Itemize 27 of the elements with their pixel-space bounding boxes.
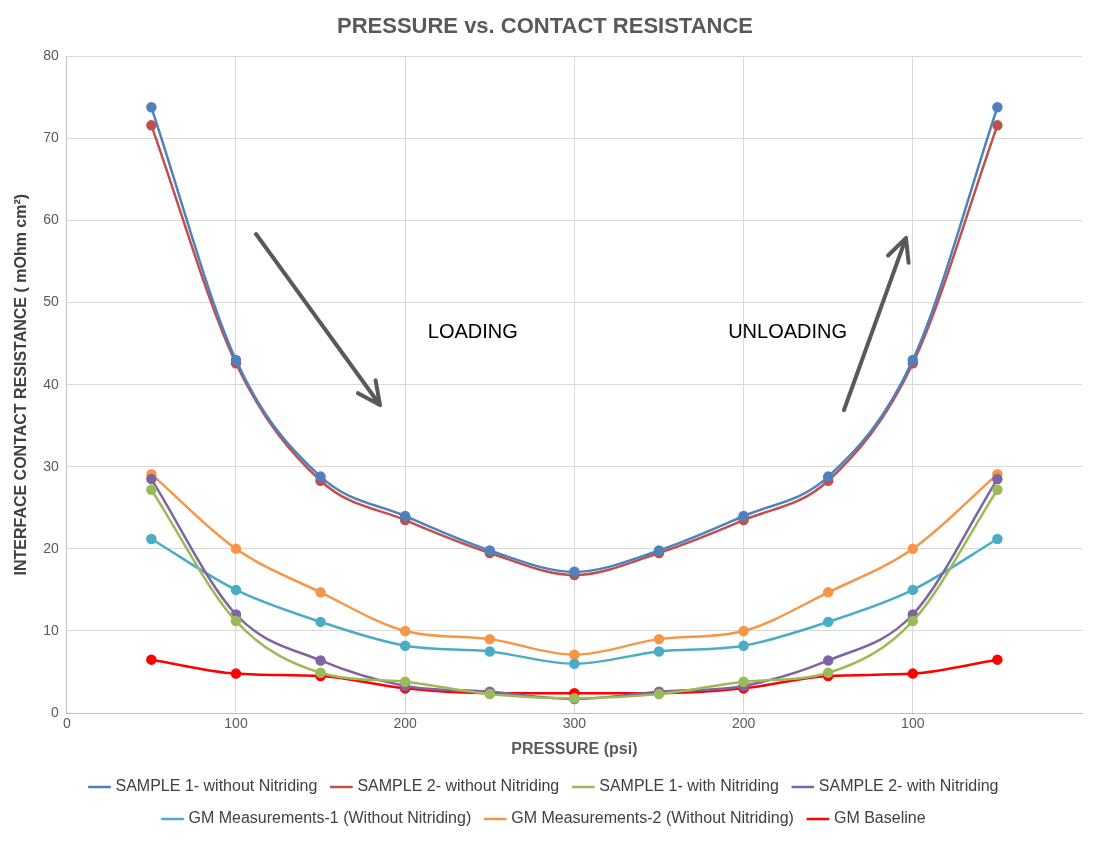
annotation: UNLOADING: [728, 319, 848, 342]
legend-label: SAMPLE 1- without Nitriding: [115, 777, 318, 795]
x-axis-title: PRESSURE (psi): [511, 739, 638, 757]
x-tick-label: 100: [224, 715, 248, 732]
y-tick-label: 0: [50, 703, 59, 720]
y-tick-label: 20: [43, 539, 59, 556]
chart-title: PRESSURE vs. CONTACT RESISTANCE: [336, 13, 754, 39]
annotation: LOADING: [427, 319, 518, 342]
y-tick-label: 30: [43, 457, 59, 474]
x-tick-label: 200: [731, 715, 756, 732]
y-tick-label: 70: [43, 129, 59, 146]
y-tick-label: 60: [43, 211, 59, 228]
y-tick-label: 80: [43, 47, 59, 64]
legend-label: GM Measurements-2 (Without Nitriding): [511, 809, 794, 827]
x-tick-label: 100: [901, 715, 925, 732]
x-tick-label: 300: [562, 715, 587, 732]
legend-label: GM Baseline: [833, 809, 926, 827]
legend-label: SAMPLE 2- with Nitriding: [818, 777, 999, 795]
legend-label: GM Measurements-1 (Without Nitriding): [188, 809, 472, 827]
y-axis-title: INTERFACE CONTACT RESISTANCE ( mOhm cm²): [12, 193, 30, 576]
x-tick-label: 200: [393, 715, 418, 732]
legend-label: SAMPLE 2- without Nitriding: [357, 777, 560, 795]
legend-label: SAMPLE 1- with Nitriding: [599, 777, 779, 795]
y-tick-label: 40: [43, 375, 59, 392]
x-tick-label: 0: [62, 715, 71, 732]
y-tick-label: 50: [43, 293, 59, 310]
y-tick-label: 10: [43, 621, 59, 638]
